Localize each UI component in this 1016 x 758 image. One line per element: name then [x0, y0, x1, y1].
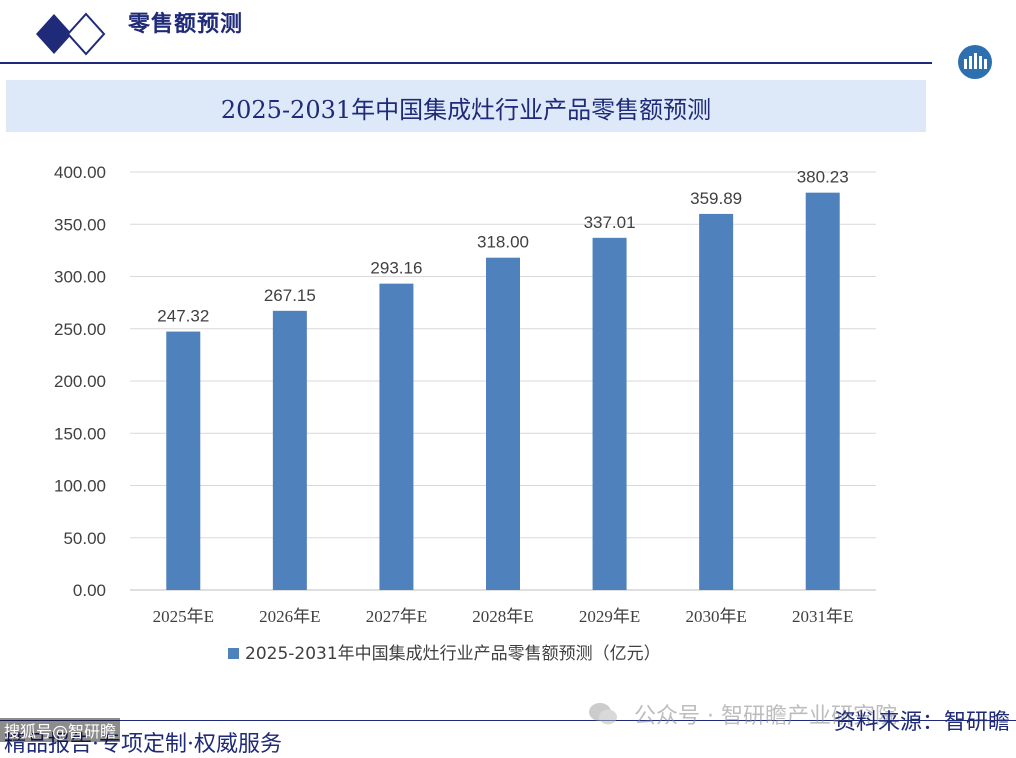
y-tick-label: 100.00 — [54, 477, 106, 496]
slogan: 精品报告·专项定制·权威服务 — [4, 732, 282, 757]
company-badge-icon — [958, 45, 992, 79]
bar — [166, 331, 201, 590]
x-tick-label: 2029年E — [579, 607, 640, 626]
bars — [166, 192, 840, 590]
y-axis-tick-labels: 0.00 50.00 100.00 150.00 200.00 250.00 300.00 3… — [54, 163, 106, 600]
data-label: 267.15 — [264, 286, 316, 305]
x-tick-label: 2031年E — [792, 607, 853, 626]
page-title: 零售额预测 — [128, 11, 244, 37]
y-tick-label: 200.00 — [54, 372, 106, 391]
data-label: 247.32 — [157, 307, 209, 326]
bar — [272, 310, 307, 590]
x-tick-label: 2026年E — [259, 607, 320, 626]
watermark: 公众号 · 智研瞻产业研究院 — [634, 704, 897, 729]
y-tick-label: 50.00 — [63, 529, 106, 548]
x-tick-label: 2030年E — [685, 607, 746, 626]
y-tick-label: 0.00 — [73, 581, 106, 600]
source-note: 资料来源：智研瞻 — [833, 710, 1010, 735]
platform-stamp: 搜狐号@智研瞻 — [0, 718, 121, 742]
data-label: 359.89 — [690, 189, 742, 208]
y-tick-label: 250.00 — [54, 320, 106, 339]
x-axis-tick-labels: 2025年E 2026年E 2027年E 2028年E 2029年E 2030年E 2031… — [153, 607, 854, 626]
legend: 2025-2031年中国集成灶行业产品零售额预测（亿元） — [228, 644, 661, 664]
wechat-icon — [589, 703, 617, 725]
x-tick-label: 2028年E — [472, 607, 533, 626]
legend-label: 2025-2031年中国集成灶行业产品零售额预测（亿元） — [245, 644, 661, 664]
diamond-logo-icon — [36, 12, 106, 56]
data-label: 293.16 — [370, 259, 422, 278]
chart-title-band: 2025-2031年中国集成灶行业产品零售额预测 — [6, 80, 926, 132]
bar-chart: 0.00 50.00 100.00 150.00 200.00 250.00 300.00 3… — [54, 163, 876, 664]
data-labels: 247.32 267.15 293.16 318.00 337.01 359.89 380.… — [157, 168, 848, 326]
legend-swatch — [228, 648, 239, 659]
bar — [699, 213, 734, 590]
y-tick-label: 300.00 — [54, 268, 106, 287]
y-tick-label: 150.00 — [54, 424, 106, 443]
data-label: 318.00 — [477, 233, 529, 252]
x-tick-label: 2025年E — [153, 607, 214, 626]
footer-divider — [0, 720, 1016, 721]
y-tick-label: 400.00 — [54, 163, 106, 182]
bar — [486, 257, 520, 590]
bar — [379, 283, 414, 590]
header-divider — [0, 62, 932, 64]
x-tick-label: 2027年E — [366, 607, 427, 626]
data-label: 380.23 — [797, 168, 849, 187]
y-tick-label: 350.00 — [54, 215, 106, 234]
chart-title: 2025-2031年中国集成灶行业产品零售额预测 — [220, 96, 712, 124]
data-label: 337.01 — [584, 213, 636, 232]
bar — [805, 192, 840, 590]
bar — [592, 237, 627, 590]
